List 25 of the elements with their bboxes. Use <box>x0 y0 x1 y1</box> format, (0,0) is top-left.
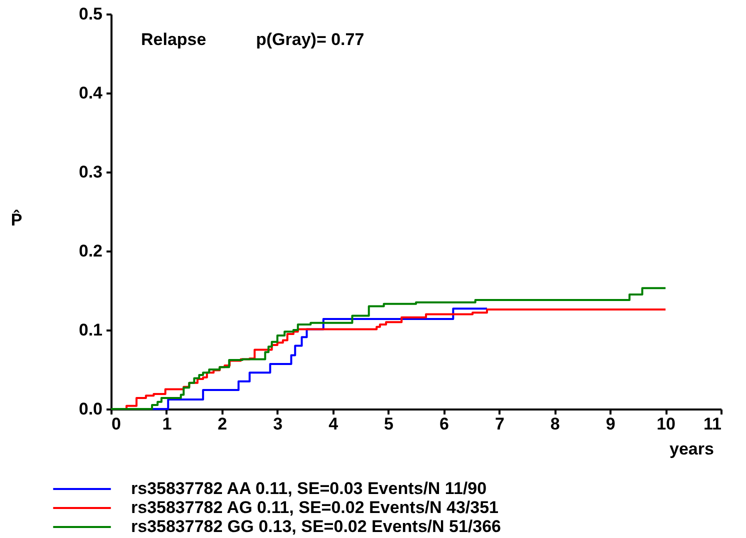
x-tick-label: 4 <box>328 414 339 434</box>
x-tick-label: 2 <box>218 414 228 434</box>
y-tick-label: 0.1 <box>78 320 102 340</box>
x-tick-label: 3 <box>273 414 283 434</box>
y-tick-label: 0.5 <box>78 4 102 24</box>
y-tick-label: 0.2 <box>78 242 102 260</box>
annotation: Relapse <box>141 30 206 49</box>
x-tick-label: 6 <box>439 414 449 434</box>
annotation: p(Gray)= 0.77 <box>256 30 364 49</box>
x-tick-label: 1 <box>162 414 172 434</box>
x-axis-title: years <box>670 440 714 458</box>
x-tick-label: 9 <box>606 414 616 434</box>
x-tick-label: 8 <box>550 414 560 434</box>
y-axis-title: P̂ <box>10 210 22 230</box>
legend-label: rs35837782 GG 0.13, SE=0.02 Events/N 51/366 <box>131 517 502 536</box>
x-tick-label: 0 <box>112 414 121 434</box>
legend-label: rs35837782 AA 0.11, SE=0.03 Events/N 11/90 <box>131 479 487 498</box>
y-tick-label: 0.3 <box>78 162 102 182</box>
x-tick-label: 5 <box>384 414 394 434</box>
y-tick-label: 0.0 <box>78 400 102 418</box>
legend-label: rs35837782 AG 0.11, SE=0.02 Events/N 43/351 <box>131 498 499 517</box>
x-tick-label: 7 <box>494 414 504 434</box>
x-tick-label: 11 <box>704 414 722 434</box>
x-tick-label: 10 <box>656 414 676 434</box>
y-tick-label: 0.4 <box>78 84 104 102</box>
